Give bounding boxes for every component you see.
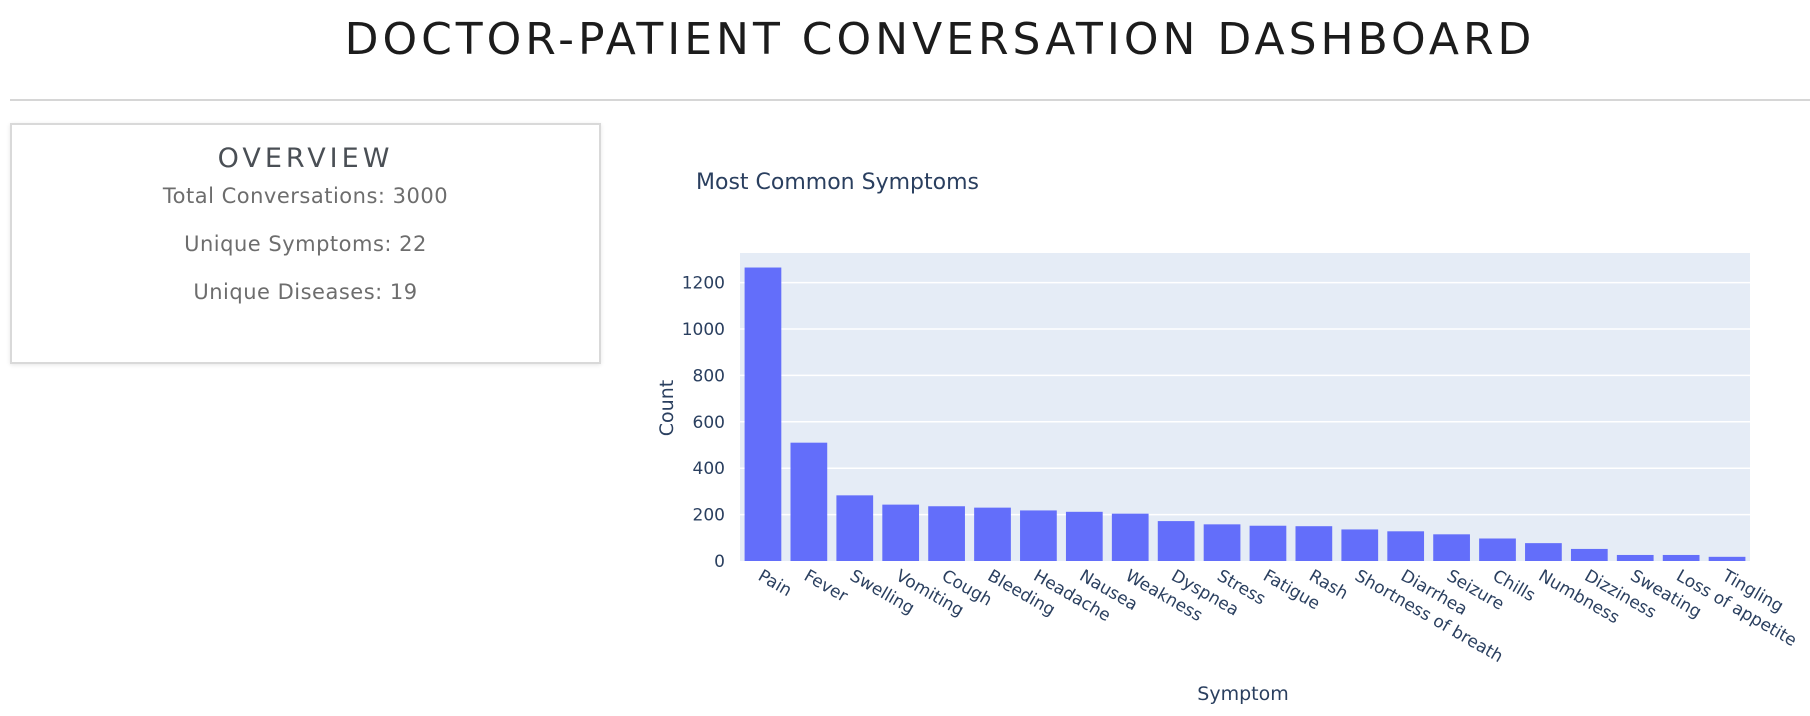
x-tick-label: Pain	[754, 566, 795, 601]
bar-numbness[interactable]	[1525, 543, 1562, 561]
x-axis-ticks: Pain FeverSwellingVomitingCoughBleedingHe…	[754, 566, 1799, 668]
y-tick-label: 600	[693, 413, 725, 433]
y-tick-label: 0	[714, 552, 725, 572]
bar-pain[interactable]	[744, 267, 782, 561]
x-tick-label: Fever	[800, 566, 851, 607]
chart-title: Most Common Symptoms	[696, 170, 979, 195]
bar-nausea[interactable]	[1065, 511, 1103, 561]
bars	[744, 267, 1746, 561]
bar-rash[interactable]	[1295, 526, 1333, 561]
bar-fever[interactable]	[790, 442, 828, 561]
overview-heading: OVERVIEW	[217, 143, 394, 174]
y-tick-label: 800	[693, 366, 725, 386]
unique-diseases-stat: Unique Diseases: 19	[193, 280, 418, 304]
y-tick-label: 1000	[682, 320, 725, 340]
bar-cough[interactable]	[928, 506, 965, 561]
header-divider	[10, 99, 1810, 101]
bar-shortness-of-breath[interactable]	[1341, 529, 1379, 561]
total-conversations-stat: Total Conversations: 3000	[162, 184, 449, 208]
bar-bleeding[interactable]	[974, 507, 1011, 561]
y-tick-label: 200	[693, 506, 725, 526]
bar-weakness[interactable]	[1111, 513, 1149, 561]
y-tick-label: 400	[693, 459, 725, 479]
bar-swelling[interactable]	[836, 495, 874, 561]
bar-dyspnea[interactable]	[1157, 521, 1195, 561]
bar-sweating[interactable]	[1616, 554, 1654, 561]
page-title: DOCTOR-PATIENT CONVERSATION DASHBOARD	[344, 14, 1536, 65]
overview-card: OVERVIEW Total Conversations: 3000 Uniqu…	[10, 123, 601, 364]
bar-chills[interactable]	[1479, 538, 1516, 561]
unique-symptoms-stat: Unique Symptoms: 22	[184, 232, 427, 256]
bar-seizure[interactable]	[1433, 534, 1470, 561]
y-axis-ticks: 0 200 400 600 800 1000 1200	[682, 274, 725, 572]
y-tick-label: 1200	[682, 274, 725, 294]
bar-tingling[interactable]	[1708, 556, 1746, 561]
bar-loss-of-appetite[interactable]	[1662, 554, 1700, 561]
bar-fatigue[interactable]	[1249, 525, 1287, 561]
bar-dizziness[interactable]	[1570, 548, 1608, 561]
bar-headache[interactable]	[1020, 510, 1057, 561]
bar-vomiting[interactable]	[882, 504, 920, 561]
bar-diarrhea[interactable]	[1387, 531, 1425, 561]
y-axis-label: Count	[656, 380, 678, 436]
bar-stress[interactable]	[1203, 524, 1241, 561]
x-axis-label: Symptom	[1197, 683, 1288, 705]
